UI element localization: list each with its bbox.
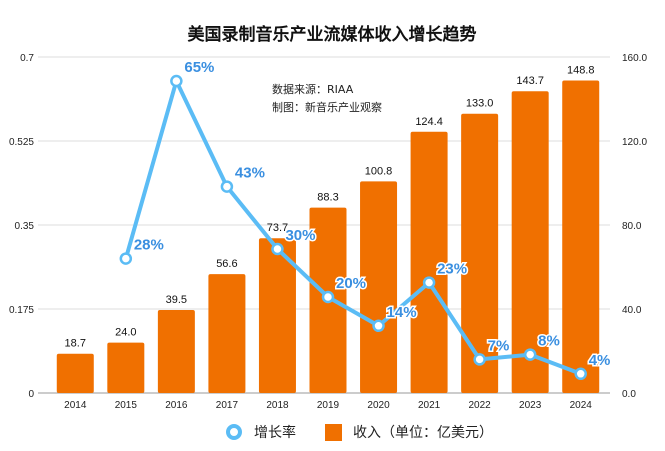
bar — [360, 181, 398, 393]
bar — [511, 91, 549, 393]
bar — [157, 310, 195, 393]
growth-data-label: 23% — [437, 261, 467, 278]
growth-point — [119, 252, 133, 265]
x-tick-label: 2015 — [115, 400, 138, 411]
bar — [461, 113, 499, 393]
growth-data-label: 43% — [235, 165, 265, 182]
bar — [258, 238, 296, 393]
x-tick-label: 2017 — [216, 400, 239, 411]
bar — [562, 80, 600, 394]
growth-point — [372, 319, 385, 333]
growth-point — [574, 367, 587, 381]
growth-data-label: 7% — [488, 337, 510, 354]
legend-label-revenue: 收入（单位：亿美元） — [353, 425, 493, 441]
growth-point — [523, 348, 537, 361]
y-right-tick-label: 120.0 — [622, 137, 647, 148]
y-left-tick-label: 0 — [28, 389, 34, 400]
growth-data-label: 28% — [134, 237, 164, 254]
bar — [56, 353, 94, 393]
growth-data-label: 4% — [589, 352, 611, 369]
y-left-tick-label: 0.525 — [9, 137, 34, 148]
growth-line: 28% 65% 43% 30% 20% 14% 23% 7% 8% 4% — [119, 58, 612, 381]
growth-point — [321, 290, 335, 304]
bar — [410, 131, 448, 393]
growth-point — [220, 180, 234, 193]
x-tick-label: 2016 — [165, 400, 188, 411]
y-left-tick-label: 0.175 — [9, 305, 34, 316]
x-tick-label: 2020 — [367, 400, 390, 411]
bar-data-label: 56.6 — [216, 258, 237, 270]
growth-point — [422, 276, 436, 289]
x-tick-label: 2024 — [570, 400, 593, 411]
bar-data-label: 124.4 — [415, 116, 443, 128]
bar-data-label: 39.5 — [166, 294, 187, 306]
source-note: 数据来源：RIAA — [272, 82, 354, 96]
bar-data-label: 73.7 — [267, 222, 288, 234]
growth-data-label: 65% — [184, 59, 214, 76]
bar-data-label: 133.0 — [466, 98, 494, 110]
y-left-tick-label: 0.7 — [20, 53, 34, 64]
growth-point — [271, 242, 284, 256]
x-tick-label: 2023 — [519, 400, 542, 411]
x-tick-label: 2022 — [469, 400, 492, 411]
legend-label-growth: 增长率 — [254, 424, 296, 441]
y-left-tick-label: 0.35 — [15, 221, 35, 232]
chart-title: 美国录制音乐产业流媒体收入增长趋势 — [188, 24, 477, 45]
bar — [107, 342, 145, 393]
bar-data-label: 100.8 — [365, 165, 393, 177]
y-right-tick-label: 0.0 — [622, 389, 636, 400]
growth-point — [473, 353, 486, 366]
credit-note: 制图：新音乐产业观察 — [272, 100, 382, 114]
growth-point — [170, 74, 183, 88]
x-tick-label: 2019 — [317, 400, 340, 411]
x-tick-label: 2014 — [64, 400, 87, 411]
y-right-tick-label: 40.0 — [622, 305, 642, 316]
bar — [208, 274, 246, 393]
y-right-tick-label: 80.0 — [622, 221, 642, 232]
bar-data-label: 18.7 — [65, 338, 86, 350]
growth-data-label: 14% — [387, 304, 417, 321]
legend-bar-marker — [325, 424, 342, 441]
axes: 0 0.175 0.35 0.525 0.7 0.0 40.0 80.0 120.0 160.0 2… — [9, 53, 647, 411]
legend-line-marker — [226, 424, 242, 440]
y-right-tick-label: 160.0 — [622, 53, 647, 64]
bar-data-label: 148.8 — [567, 65, 595, 77]
x-tick-label: 2018 — [266, 400, 289, 411]
legend: 增长率 收入（单位：亿美元） — [226, 424, 493, 441]
bar-data-label: 24.0 — [115, 327, 136, 339]
growth-data-label: 8% — [538, 333, 560, 350]
growth-line-path — [123, 79, 582, 376]
growth-data-label: 20% — [336, 275, 366, 292]
bar-data-label: 88.3 — [317, 192, 338, 204]
bar-data-label: 143.7 — [516, 75, 544, 87]
growth-data-label: 30% — [285, 227, 315, 244]
x-tick-label: 2021 — [418, 400, 441, 411]
